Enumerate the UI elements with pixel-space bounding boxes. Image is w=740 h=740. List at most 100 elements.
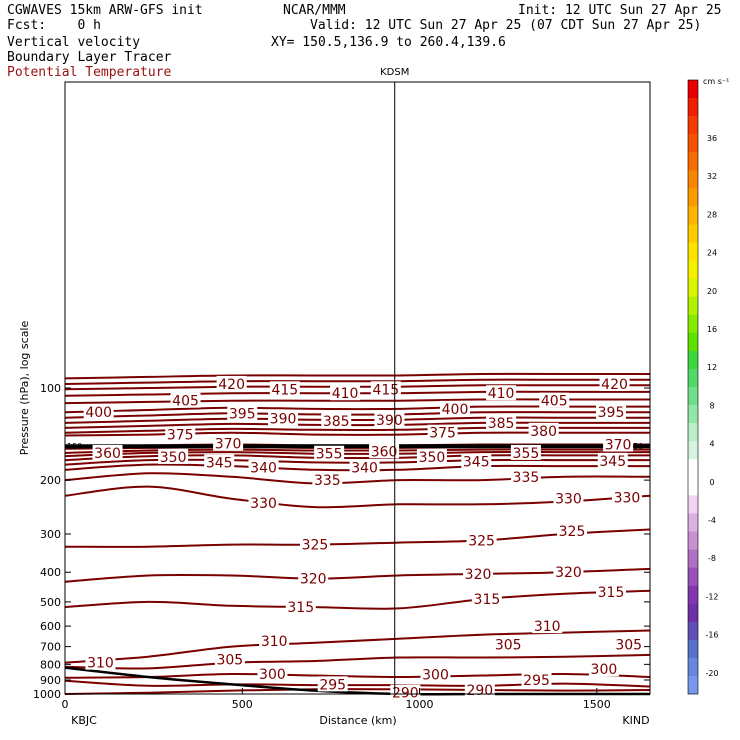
contour-label: 320: [300, 572, 327, 588]
contour-label: 390: [376, 413, 403, 429]
contour-label-bg: [330, 385, 361, 401]
colorbar-swatch: [688, 567, 698, 586]
contour-label: 300: [422, 668, 449, 684]
contour-label-bg: [92, 444, 123, 460]
colorbar-swatch: [688, 549, 698, 568]
contour-label-bg: [461, 453, 492, 469]
contour-label: 300: [259, 667, 286, 683]
colorbar-swatch: [688, 441, 698, 460]
colorbar-tick-label: 32: [707, 172, 717, 181]
y-tick-label: 300: [40, 528, 61, 541]
contour-label: 360: [94, 446, 121, 462]
contour-label-bg: [314, 445, 345, 461]
colorbar-swatch: [688, 477, 698, 496]
x-axis-ticks: 0 500 1000 1500: [62, 688, 611, 711]
contour-label-bg: [471, 591, 502, 607]
y-tick-label: 200: [40, 474, 61, 487]
contour-label-bg: [259, 632, 290, 648]
contour-label: 305: [615, 638, 642, 654]
contour-label-bg: [349, 459, 380, 475]
isentrope-290: [64, 688, 651, 695]
x-tick-label: 1000: [406, 698, 434, 711]
contour-label-bg: [165, 426, 196, 442]
contour-label-bg: [486, 414, 517, 430]
contour-label-bg: [216, 375, 247, 391]
contour-label: 410: [488, 386, 515, 402]
contour-label: 415: [372, 382, 399, 398]
colorbar-tick-label: 4: [709, 440, 714, 449]
isentrope-395: [64, 411, 650, 419]
colorbar-swatch: [688, 459, 698, 478]
isentrope-390: [64, 416, 650, 424]
contour-label: 320: [555, 565, 582, 581]
contour-label: 370: [215, 437, 242, 453]
y-tick-label: 400: [40, 566, 61, 579]
colorbar-tick-label: 28: [707, 210, 717, 219]
contour-label: 310: [261, 634, 288, 650]
contour-label-bg: [312, 472, 343, 488]
colorbar-swatch: [688, 332, 698, 352]
colorbar-border: [687, 79, 699, 695]
colorbar-tick-label: -8: [708, 554, 716, 563]
colorbar-swatch: [688, 98, 698, 117]
contour-label-bg: [213, 435, 244, 451]
contour-label-bg: [285, 599, 316, 615]
tropopause-label-right: 150: [628, 442, 643, 451]
colorbar-swatch: [688, 531, 698, 550]
contour-label: 305: [216, 652, 243, 668]
colorbar-swatch: [688, 387, 698, 406]
contour-label-bg: [510, 444, 541, 460]
contour-label-bg: [321, 412, 352, 428]
contour-label-bg: [532, 618, 563, 634]
isentrope-355: [64, 450, 650, 458]
y-axis-title: Pressure (hPa), log scale: [18, 321, 31, 456]
colorbar-swatch: [688, 206, 698, 225]
contour-label: 325: [468, 533, 495, 549]
colorbar-swatch: [688, 188, 698, 207]
contour-label-bg: [170, 392, 201, 408]
contour-label-bg: [268, 410, 299, 426]
isentrope-310: [64, 629, 651, 664]
contour-label: 340: [250, 461, 277, 477]
contour-label: 335: [314, 473, 341, 489]
model-title: CGWAVES 15km ARW-GFS init: [7, 3, 203, 18]
colorbar-swatch: [688, 585, 698, 605]
colorbar-swatch: [688, 260, 698, 279]
contour-label-bg: [463, 565, 494, 581]
contour-label-bg: [85, 654, 116, 670]
colorbar-swatch: [688, 405, 698, 424]
colorbar-tick-label: -16: [705, 631, 718, 640]
contour-label: 310: [87, 656, 114, 672]
colorbar-tick-label: 36: [707, 134, 717, 143]
contour-label: 315: [598, 585, 625, 601]
contour-label: 385: [488, 416, 515, 432]
contour-label-bg: [596, 404, 626, 420]
contour-label-bg: [269, 381, 300, 397]
contour-label: 290: [466, 683, 493, 699]
isentrope-295: [64, 679, 651, 688]
isentrope-315: [64, 589, 651, 610]
contour-label-bg: [374, 411, 405, 427]
contour-label-bg: [464, 681, 495, 697]
contour-label: 295: [523, 673, 550, 689]
contour-label: 330: [555, 492, 582, 508]
field-vertical-velocity: Vertical velocity: [7, 35, 141, 50]
contour-label: 305: [495, 638, 522, 654]
forecast-hour: Fcst: 0 h: [7, 18, 101, 33]
contour-label: 415: [271, 382, 298, 398]
field-boundary-layer-tracer: Boundary Layer Tracer: [7, 50, 172, 65]
contour-label-bg: [613, 636, 644, 652]
colorbar-swatch: [688, 242, 698, 261]
contour-label: 315: [474, 592, 501, 608]
contour-label: 320: [465, 567, 492, 583]
contour-label: 340: [351, 461, 378, 477]
contour-label-bg: [214, 651, 245, 667]
colorbar-swatch: [688, 134, 698, 153]
colorbar-swatch: [688, 368, 698, 388]
tropopause-label-left: 150: [67, 442, 82, 451]
x-tick-label: 500: [232, 698, 253, 711]
colorbar-swatch: [688, 314, 698, 334]
contour-label-bg: [158, 448, 189, 464]
